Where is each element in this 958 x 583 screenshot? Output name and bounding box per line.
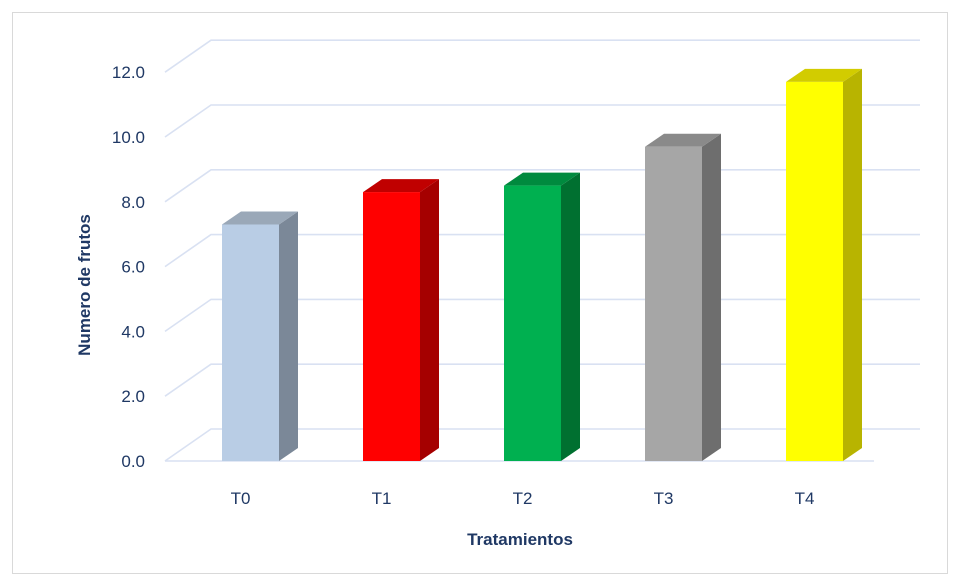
gridline	[164, 39, 920, 73]
x-tick-label: T3	[654, 489, 674, 508]
y-axis-title: Numero de frutos	[75, 214, 94, 356]
bar-side	[702, 133, 721, 461]
bar-top	[504, 172, 580, 186]
y-tick-label: 4.0	[121, 322, 145, 341]
bar-side	[279, 211, 298, 461]
x-tick-labels: T0 T1 T2 T3 T4	[231, 489, 815, 508]
y-tick-labels: 0.0 2.0 4.0 6.0 8.0 10.0 12.0	[112, 63, 145, 471]
gridline	[164, 104, 920, 138]
bar-top	[786, 68, 862, 82]
x-tick-label: T0	[231, 489, 251, 508]
y-tick-label: 6.0	[121, 258, 145, 277]
bar-side	[420, 179, 439, 461]
y-tick-label: 8.0	[121, 193, 145, 212]
bar-side	[561, 172, 580, 461]
gridlines	[164, 39, 920, 462]
y-tick-label: 10.0	[112, 128, 145, 147]
x-tick-label: T2	[513, 489, 533, 508]
bar-top	[645, 133, 721, 147]
bar-top	[363, 179, 439, 193]
bar-front	[504, 185, 561, 461]
bar-top	[222, 211, 298, 225]
y-tick-label: 2.0	[121, 387, 145, 406]
bar-t3	[645, 133, 721, 461]
bar-t0	[222, 211, 298, 461]
y-tick-label: 12.0	[112, 63, 145, 82]
x-tick-label: T1	[372, 489, 392, 508]
bar-front	[222, 224, 279, 461]
bar-chart: 0.0 2.0 4.0 6.0 8.0 10.0 12.0 T0 T1 T2 T3 T4 Trata…	[75, 39, 920, 549]
x-axis-title: Tratamientos	[467, 530, 573, 549]
chart-frame: 0.0 2.0 4.0 6.0 8.0 10.0 12.0 T0 T1 T2 T3 T4 Trata…	[12, 12, 948, 574]
bar-t1	[363, 179, 439, 461]
bars	[222, 68, 862, 462]
bar-t2	[504, 172, 580, 461]
bar-front	[363, 192, 420, 461]
bar-side	[843, 68, 862, 462]
bar-front	[786, 81, 843, 462]
x-tick-label: T4	[795, 489, 815, 508]
y-tick-label: 0.0	[121, 452, 145, 471]
bar-t4	[786, 68, 862, 462]
bar-front	[645, 146, 702, 461]
